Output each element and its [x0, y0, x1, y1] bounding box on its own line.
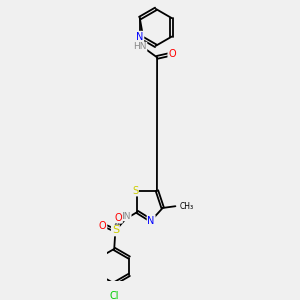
Text: HN: HN	[117, 212, 131, 220]
Text: Cl: Cl	[110, 291, 119, 300]
Text: HN: HN	[133, 43, 146, 52]
Text: S: S	[112, 226, 119, 236]
Text: CH₃: CH₃	[179, 202, 194, 211]
Text: N: N	[136, 32, 143, 42]
Text: S: S	[132, 186, 138, 196]
Text: N: N	[148, 216, 155, 226]
Text: O: O	[168, 50, 176, 59]
Text: O: O	[115, 213, 122, 223]
Text: O: O	[99, 221, 106, 231]
